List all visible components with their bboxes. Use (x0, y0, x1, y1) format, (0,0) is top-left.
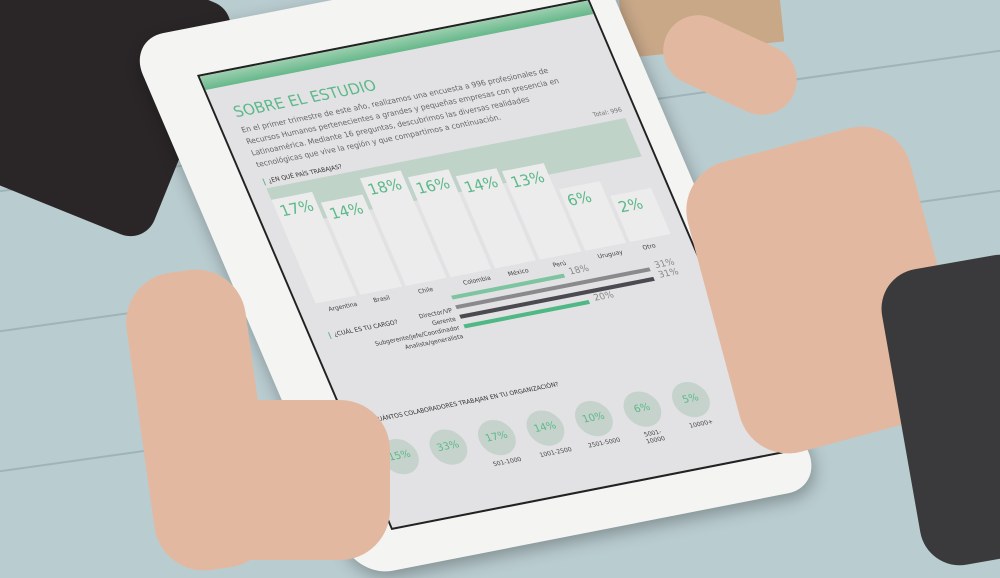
bar-category-label: Brasil (372, 294, 392, 305)
size-category-label: 10000+ (688, 418, 715, 430)
size-category-label: 2501-5000 (587, 436, 622, 450)
role-value-label: 18% (567, 263, 591, 278)
bar-value-label: 14% (326, 199, 367, 223)
size-value-circle: 5% (666, 378, 716, 421)
size-value-circle: 33% (423, 426, 474, 468)
size-category-label (440, 465, 475, 472)
size-category-label: 5001-10000 (642, 428, 667, 446)
size-value-circle: 14% (520, 407, 571, 449)
size-value-circle: 6% (617, 388, 668, 430)
size-item: 6% 5001-10000 (617, 388, 675, 447)
size-category-label: 501-1000 (491, 455, 523, 469)
bar-category-label: Perú (551, 259, 568, 270)
bar-category-label: Uruguay (596, 248, 625, 261)
bar-category-label: México (506, 267, 531, 278)
role-labels: Director/VP Gerente Subgerente/Jefe/Coordi… (363, 306, 465, 358)
size-item: 5% 10000+ (666, 378, 723, 438)
size-category-label (391, 474, 426, 481)
role-value-label: 20% (592, 290, 616, 304)
size-value-circle: 10% (569, 397, 619, 440)
bar-value-label: 2% (615, 194, 646, 217)
bar-value-label: 13% (507, 168, 548, 192)
size-item: 14% 1001-2500 (520, 407, 578, 466)
bar-value-label: 16% (413, 174, 453, 198)
left-palm (190, 400, 390, 560)
bar-category-label: Colombia (461, 274, 493, 287)
bar-category-label: Argentina (327, 300, 359, 314)
bar-value-label: 6% (564, 187, 595, 210)
bar-category-label: Chile (417, 285, 435, 296)
size-item: 33% (423, 426, 481, 485)
size-value-circle: 17% (472, 416, 522, 459)
size-item: 10% 2501-5000 (569, 397, 626, 457)
size-item: 17% 501-1000 (472, 416, 529, 476)
total-label: Total: 996 (591, 106, 624, 119)
bar-value-label: 17% (276, 196, 317, 221)
bar-value-label: 18% (364, 175, 405, 199)
bar-category-label: Otro (641, 242, 657, 252)
size-category-label: 1001-2500 (538, 446, 574, 460)
bar-value-label: 14% (461, 172, 501, 197)
role-value-label: 31% (656, 267, 681, 281)
